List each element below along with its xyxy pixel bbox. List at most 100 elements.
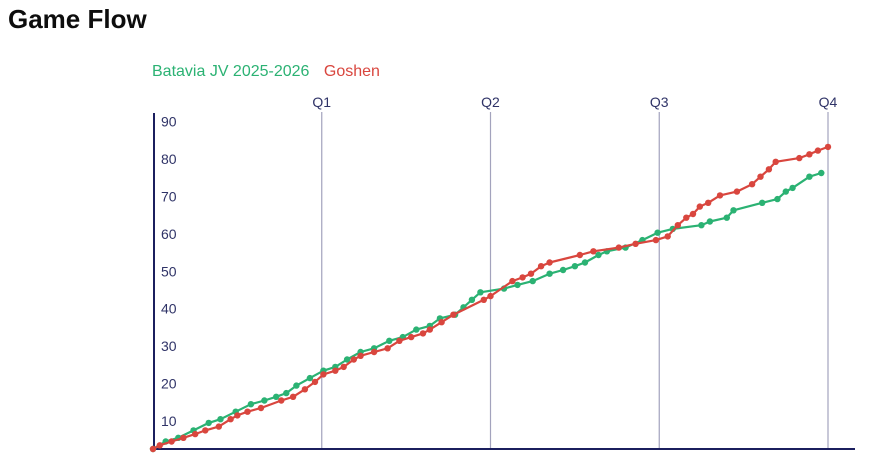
data-point-goshen[interactable]: [311, 378, 319, 386]
data-point-batavia[interactable]: [759, 199, 766, 206]
data-point-goshen[interactable]: [674, 222, 681, 229]
data-point-goshen[interactable]: [244, 408, 251, 415]
data-point-goshen[interactable]: [824, 143, 832, 151]
data-point-goshen[interactable]: [202, 427, 209, 434]
y-tick-label-80: 80: [161, 151, 177, 167]
quarter-label-q2: Q2: [481, 94, 500, 110]
data-point-goshen[interactable]: [716, 192, 724, 199]
data-point-batavia[interactable]: [413, 326, 420, 333]
data-point-goshen[interactable]: [480, 296, 487, 303]
data-point-batavia[interactable]: [514, 281, 521, 289]
data-point-goshen[interactable]: [806, 151, 813, 158]
quarter-label-q3: Q3: [650, 94, 669, 110]
data-point-batavia[interactable]: [789, 184, 796, 192]
data-point-goshen[interactable]: [156, 442, 163, 449]
data-point-batavia[interactable]: [293, 382, 300, 389]
data-point-goshen[interactable]: [370, 348, 378, 356]
data-point-goshen[interactable]: [546, 259, 553, 266]
data-point-goshen[interactable]: [632, 240, 639, 247]
data-point-goshen[interactable]: [320, 371, 327, 378]
data-point-goshen[interactable]: [149, 445, 157, 453]
data-point-batavia[interactable]: [698, 222, 705, 229]
data-point-goshen[interactable]: [257, 404, 265, 412]
data-point-goshen[interactable]: [683, 214, 690, 221]
data-point-goshen[interactable]: [396, 337, 403, 344]
data-point-goshen[interactable]: [289, 393, 297, 400]
data-point-goshen[interactable]: [590, 248, 597, 255]
data-point-batavia[interactable]: [283, 389, 290, 397]
data-point-goshen[interactable]: [527, 270, 535, 277]
data-point-batavia[interactable]: [247, 401, 255, 408]
data-point-goshen[interactable]: [450, 311, 457, 318]
data-point-goshen[interactable]: [350, 356, 357, 363]
data-point-goshen[interactable]: [408, 333, 415, 341]
data-point-goshen[interactable]: [180, 434, 187, 441]
data-point-batavia[interactable]: [581, 259, 589, 266]
data-point-goshen[interactable]: [227, 416, 234, 423]
y-tick-label-40: 40: [161, 301, 177, 317]
data-point-goshen[interactable]: [384, 345, 391, 352]
data-point-goshen[interactable]: [419, 330, 427, 337]
data-point-batavia[interactable]: [477, 289, 484, 296]
data-point-goshen[interactable]: [796, 154, 803, 162]
y-tick-label-70: 70: [161, 188, 177, 204]
data-point-goshen[interactable]: [340, 363, 347, 371]
y-tick-label-90: 90: [161, 114, 177, 130]
data-point-batavia[interactable]: [818, 169, 825, 177]
data-point-goshen[interactable]: [765, 166, 773, 173]
data-point-goshen[interactable]: [438, 319, 445, 326]
data-point-goshen[interactable]: [772, 158, 779, 165]
data-point-goshen[interactable]: [733, 188, 741, 195]
data-point-goshen[interactable]: [519, 274, 526, 281]
data-point-goshen[interactable]: [814, 147, 822, 154]
y-tick-label-10: 10: [161, 413, 177, 429]
data-point-goshen[interactable]: [748, 181, 756, 188]
data-point-batavia[interactable]: [306, 374, 314, 382]
data-point-goshen[interactable]: [576, 251, 584, 259]
data-point-goshen[interactable]: [487, 292, 494, 300]
data-point-goshen[interactable]: [696, 203, 703, 210]
data-point-batavia[interactable]: [261, 397, 268, 404]
data-point-goshen[interactable]: [509, 277, 516, 285]
legend-item-goshen: Goshen: [323, 63, 380, 80]
data-point-batavia[interactable]: [706, 218, 714, 225]
data-point-batavia[interactable]: [774, 195, 781, 203]
data-point-goshen[interactable]: [689, 210, 697, 218]
data-point-batavia[interactable]: [468, 296, 476, 303]
data-point-batavia[interactable]: [529, 277, 536, 285]
data-point-batavia[interactable]: [723, 214, 730, 221]
data-point-goshen[interactable]: [426, 326, 433, 333]
data-point-goshen[interactable]: [168, 438, 175, 445]
data-point-goshen[interactable]: [705, 199, 712, 206]
data-point-goshen[interactable]: [757, 173, 764, 180]
quarter-label-q4: Q4: [819, 94, 838, 110]
data-point-batavia[interactable]: [273, 393, 280, 400]
data-point-batavia[interactable]: [806, 173, 813, 180]
data-point-goshen[interactable]: [234, 412, 241, 419]
data-point-batavia[interactable]: [546, 270, 553, 277]
data-point-goshen[interactable]: [301, 386, 309, 393]
data-point-goshen[interactable]: [357, 352, 364, 359]
data-point-batavia[interactable]: [595, 251, 602, 259]
data-point-batavia[interactable]: [205, 419, 212, 427]
y-tick-label-30: 30: [161, 338, 177, 354]
data-point-batavia[interactable]: [386, 337, 393, 344]
data-point-batavia[interactable]: [217, 416, 224, 423]
data-point-goshen[interactable]: [652, 236, 660, 244]
data-point-goshen[interactable]: [332, 367, 339, 374]
data-point-batavia[interactable]: [730, 207, 737, 214]
data-point-goshen[interactable]: [278, 397, 285, 404]
data-point-goshen[interactable]: [215, 423, 222, 430]
data-point-batavia[interactable]: [559, 266, 567, 274]
data-point-batavia[interactable]: [782, 188, 789, 195]
data-point-batavia[interactable]: [343, 356, 351, 363]
data-point-goshen[interactable]: [192, 430, 199, 438]
data-point-batavia[interactable]: [654, 229, 661, 236]
data-point-goshen[interactable]: [615, 244, 622, 251]
data-point-goshen[interactable]: [537, 263, 545, 270]
data-point-batavia[interactable]: [571, 263, 579, 270]
data-point-goshen[interactable]: [664, 233, 671, 240]
